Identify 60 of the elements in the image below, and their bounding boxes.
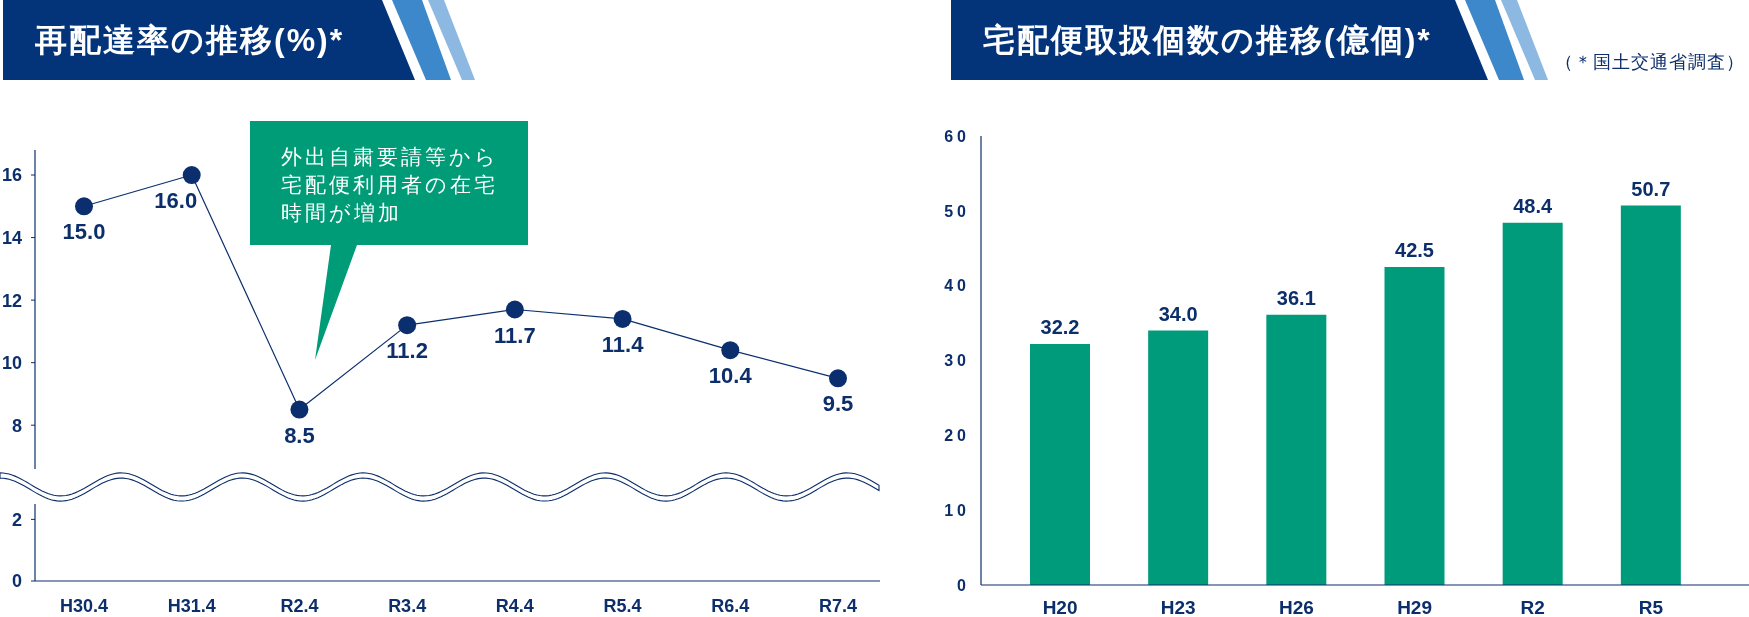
y-tick-label: 12 (1, 290, 22, 311)
bar (1030, 344, 1090, 585)
point (505, 300, 524, 319)
bar (1502, 222, 1563, 585)
point (829, 369, 847, 388)
x-tick-label: H20 (1042, 597, 1078, 617)
y-tick-label: 2 (11, 509, 22, 530)
data-label: 16.0 (154, 188, 198, 214)
y-tick-label: 30 (944, 352, 970, 370)
bar (1620, 205, 1681, 585)
bar (1266, 314, 1327, 585)
point (182, 166, 201, 185)
data-label: 32.2 (1040, 316, 1080, 339)
point (75, 197, 93, 216)
x-tick-label: R7.4 (818, 596, 858, 616)
x-tick-label: H26 (1278, 597, 1314, 617)
data-label: 8.5 (284, 422, 315, 448)
bar (1384, 266, 1445, 585)
chart-title: 宅配便取扱個数の推移(億個)* (983, 21, 1432, 59)
y-tick-label: 0 (957, 576, 970, 594)
annotation: 外出自粛要請等から宅配便利用者の在宅時間が増加 (281, 145, 499, 224)
data-label: 11.7 (494, 322, 536, 348)
data-label: 11.4 (601, 331, 645, 357)
data-label: 11.2 (386, 338, 428, 364)
y-tick-label: 8 (11, 415, 22, 436)
data-label: 10.4 (708, 363, 753, 389)
data-label: 34.0 (1158, 302, 1198, 325)
y-tick-label: 20 (944, 427, 970, 445)
point (398, 316, 417, 335)
y-tick-label: 40 (944, 277, 970, 295)
x-tick-label: H29 (1397, 597, 1433, 617)
x-tick-label: R3.4 (388, 596, 427, 616)
data-label: 15.0 (62, 219, 106, 245)
x-tick-label: R5 (1638, 597, 1664, 617)
data-label: 9.5 (822, 391, 854, 417)
x-tick-label: R2.4 (280, 596, 319, 616)
y-tick-label: 14 (1, 227, 22, 248)
y-tick-label: 10 (944, 501, 970, 519)
x-tick-label: H31.4 (167, 596, 216, 616)
point (290, 400, 309, 419)
data-label: 50.7 (1631, 177, 1671, 200)
y-tick-label: 60 (944, 127, 970, 145)
text: （＊国土交通省調査） (1555, 51, 1745, 74)
data-label: 42.5 (1395, 238, 1434, 261)
chart-title: 再配達率の推移(%)* (35, 21, 345, 59)
y-tick-label: 10 (1, 353, 22, 374)
bar (1148, 330, 1209, 585)
x-tick-label: R6.4 (711, 596, 750, 616)
y-tick-label: 16 (1, 165, 22, 186)
x-tick-label: R4.4 (495, 596, 534, 616)
x-tick-label: H23 (1160, 597, 1196, 617)
y-tick-label: 0 (11, 571, 22, 592)
y-tick-label: 50 (944, 202, 970, 220)
point (613, 309, 632, 328)
data-label: 36.1 (1276, 286, 1316, 309)
x-tick-label: H30.4 (59, 596, 109, 616)
data-label: 48.4 (1513, 194, 1553, 217)
x-tick-label: R5.4 (603, 596, 642, 616)
x-tick-label: R2 (1520, 597, 1545, 617)
point (721, 341, 740, 360)
